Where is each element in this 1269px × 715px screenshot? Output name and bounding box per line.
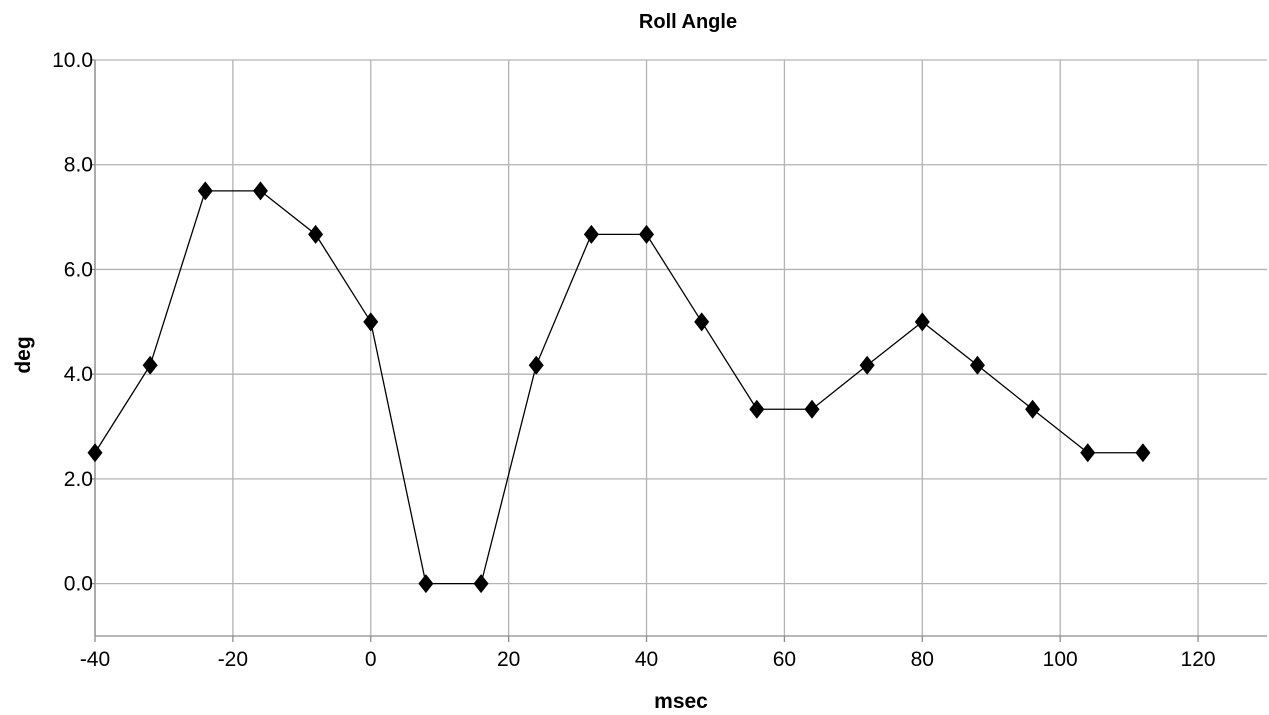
- data-point: [87, 443, 103, 463]
- x-tick-label: 60: [773, 648, 796, 671]
- axes: [90, 59, 1267, 642]
- data-point: [694, 312, 710, 332]
- data-point: [859, 355, 875, 375]
- data-point: [804, 399, 820, 419]
- data-point: [308, 224, 324, 244]
- x-tick-label: 20: [497, 648, 520, 671]
- chart-title: Roll Angle: [639, 11, 737, 33]
- x-tick-label: 0: [365, 648, 377, 671]
- data-point: [914, 312, 930, 332]
- data-point: [639, 224, 655, 244]
- y-axis-label: deg: [12, 336, 35, 373]
- data-point: [142, 355, 158, 375]
- data-point: [1135, 443, 1151, 463]
- x-tick-label: -20: [218, 648, 248, 671]
- x-tick-labels: -40 -20 0 20 40 60 80 100 120: [80, 648, 1216, 671]
- data-point: [363, 312, 379, 332]
- grid: [94, 59, 1267, 636]
- series-line: [94, 190, 1143, 585]
- y-tick-labels: 0.0 2.0 4.0 6.0 8.0 10.0: [52, 49, 93, 596]
- y-tick-label: 2.0: [64, 468, 93, 491]
- x-tick-label: 80: [911, 648, 934, 671]
- y-tick-label: 4.0: [64, 363, 93, 386]
- data-point: [252, 181, 268, 201]
- y-tick-label: 10.0: [52, 49, 93, 72]
- series: [87, 181, 1151, 594]
- x-axis-label: msec: [654, 690, 708, 713]
- data-point: [473, 574, 489, 594]
- data-point: [418, 574, 434, 594]
- y-tick-label: 6.0: [64, 258, 93, 281]
- data-point: [749, 399, 765, 419]
- data-point: [528, 355, 544, 375]
- data-point: [197, 181, 213, 201]
- x-tick-label: 120: [1181, 648, 1216, 671]
- x-tick-label: 40: [635, 648, 658, 671]
- data-point: [583, 224, 599, 244]
- data-point: [1025, 399, 1041, 419]
- data-point: [1080, 443, 1096, 463]
- data-point: [969, 355, 985, 375]
- x-tick-label: 100: [1043, 648, 1078, 671]
- y-tick-label: 8.0: [64, 154, 93, 177]
- x-tick-label: -40: [80, 648, 110, 671]
- y-tick-label: 0.0: [64, 573, 93, 596]
